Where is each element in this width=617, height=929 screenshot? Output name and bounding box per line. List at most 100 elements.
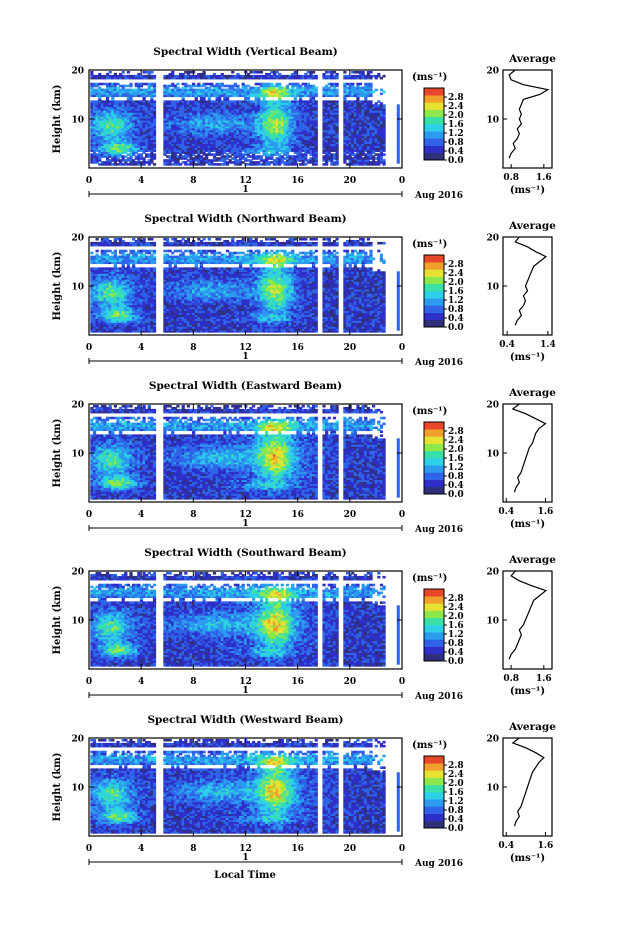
heatmap-cell [199, 98, 204, 101]
heatmap-cell [105, 159, 110, 162]
heatmap-cell [119, 135, 123, 139]
heatmap-cell [259, 159, 264, 162]
heatmap-cell [139, 123, 144, 127]
heatmap-cell [254, 147, 258, 150]
heatmap-cell [98, 106, 102, 109]
heatmap-cell [116, 106, 120, 109]
heatmap-cell [129, 102, 133, 105]
heatmap-cell [212, 123, 217, 127]
heatmap-cell [98, 131, 102, 135]
heatmap-cell [178, 127, 183, 131]
heatmap-cell [108, 92, 112, 96]
heatmap-cell [139, 112, 144, 115]
heatmap-cell [103, 151, 107, 154]
heatmap-cell [90, 74, 94, 78]
heatmap-cell [184, 92, 188, 96]
heatmap-cell [119, 102, 123, 105]
heatmap-cell [108, 161, 112, 164]
heatmap-cell [171, 125, 175, 129]
heatmap-cell [181, 151, 185, 154]
heatmap-cell [168, 119, 172, 123]
heatmap-cell [137, 86, 141, 90]
heatmap-cell [165, 125, 170, 129]
heatmap-cell [218, 153, 222, 156]
heatmap-cell [116, 102, 120, 105]
heatmap-cell [147, 149, 151, 152]
heatmap-cell [98, 139, 102, 143]
colorbar-swatch [424, 88, 444, 96]
heatmap-cell [241, 82, 245, 86]
heatmap-cell [225, 149, 230, 152]
heatmap-cell [259, 106, 264, 109]
heatmap-cell [223, 147, 227, 150]
heatmap-cell [223, 110, 227, 113]
heatmap-cell [126, 116, 131, 119]
heatmap-cell [231, 100, 235, 103]
heatmap-cell [228, 106, 232, 109]
heatmap-cell [126, 137, 131, 141]
heatmap-cell [95, 90, 99, 94]
heatmap-cell [205, 141, 209, 145]
heatmap-cell [108, 141, 112, 145]
heatmap-cell [246, 118, 251, 121]
heatmap-cell [134, 94, 138, 98]
heatmap-cell [165, 163, 170, 166]
heatmap-cell [223, 114, 227, 117]
heatmap-cell [192, 116, 196, 119]
heatmap-cell [215, 129, 219, 133]
heatmap-cell [92, 161, 97, 164]
heatmap-cell [231, 92, 235, 96]
heatmap-cells [90, 70, 400, 166]
heatmap-cell [236, 86, 240, 90]
heatmap-cell [124, 116, 128, 119]
heatmap-cell [139, 116, 144, 119]
heatmap-cell [210, 76, 214, 80]
heatmap-cell [90, 125, 94, 129]
heatmap-cell [137, 143, 141, 147]
heatmap-cell [210, 161, 214, 164]
heatmap-cell [259, 92, 264, 96]
heatmap-cell [137, 129, 141, 133]
heatmap-cell [343, 70, 347, 74]
heatmap-cell [165, 129, 170, 133]
heatmap-cell [111, 110, 115, 113]
heatmap-cell [176, 127, 180, 131]
heatmap-cell [119, 153, 123, 156]
heatmap-cell [124, 127, 128, 131]
heatmap-cell [241, 100, 245, 103]
heatmap-cell [205, 108, 209, 111]
heatmap-cell [129, 127, 133, 131]
heatmap-cell [152, 145, 157, 149]
heatmap-cell [126, 106, 131, 109]
heatmap-cell [152, 129, 157, 133]
heatmap-cell [207, 90, 211, 94]
heatmap-cell [98, 86, 102, 90]
heatmap-cell [103, 74, 107, 78]
heatmap-cell [231, 129, 235, 133]
heatmap-cell [147, 123, 151, 127]
heatmap-cell [207, 88, 211, 92]
heatmap-cell [212, 139, 217, 143]
heatmap-cell [152, 112, 157, 115]
heatmap-cell [223, 84, 227, 88]
heatmap-cell [168, 94, 172, 98]
heatmap-cell [202, 163, 206, 166]
heatmap-cell [246, 92, 251, 96]
heatmap-cell [178, 143, 183, 147]
heatmap-cell [197, 74, 201, 78]
heatmap-cell [147, 88, 151, 92]
heatmap-cell [207, 118, 211, 121]
heatmap-cell [244, 129, 248, 133]
heatmap-cell [246, 112, 251, 115]
heatmap-cell [111, 82, 115, 86]
heatmap-cell [111, 137, 115, 141]
heatmap-cell [171, 104, 175, 107]
heatmap-cell [134, 84, 138, 88]
heatmap-cell [215, 76, 219, 80]
heatmap-cell [113, 127, 117, 131]
heatmap-cell [184, 84, 188, 88]
heatmap-cell [262, 159, 266, 162]
heatmap-cell [244, 141, 248, 145]
heatmap-cell [150, 161, 154, 164]
heatmap-cell [116, 110, 120, 113]
